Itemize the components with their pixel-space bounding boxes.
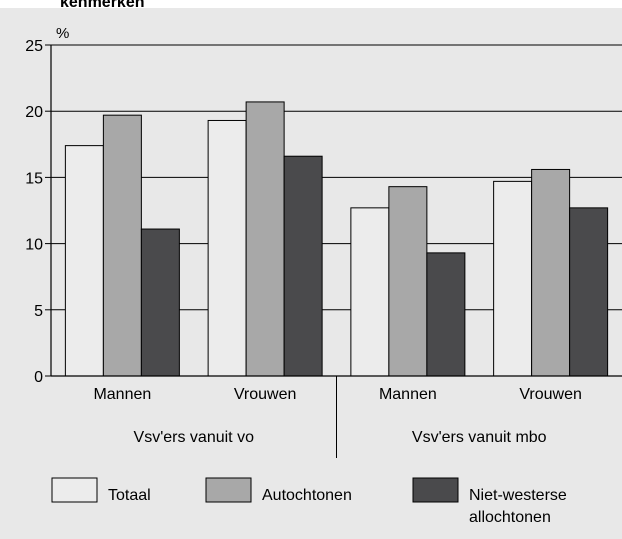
bar — [531, 168, 571, 377]
y-tick-label: 0 — [34, 369, 43, 386]
bar — [140, 228, 180, 377]
group-label: Vsv'ers vanuit vo — [134, 429, 255, 446]
y-tick-label: 15 — [25, 170, 43, 187]
legend-label: Totaal — [108, 487, 151, 504]
x-tick-label: Vrouwen — [519, 386, 582, 403]
y-axis-unit: % — [56, 25, 69, 42]
x-tick-label: Mannen — [379, 386, 437, 403]
bar — [102, 114, 142, 377]
legend-swatch — [205, 477, 252, 503]
bar — [388, 186, 428, 377]
legend-swatch — [412, 477, 459, 503]
legend-label: Autochtonen — [262, 487, 352, 504]
bar — [426, 252, 466, 377]
bar — [283, 155, 323, 377]
chart-title-fragment: kenmerken — [60, 0, 145, 11]
x-tick-label: Vrouwen — [234, 386, 297, 403]
legend-swatch — [51, 477, 98, 503]
bar — [350, 207, 390, 377]
bar — [207, 119, 247, 377]
bar — [245, 101, 285, 377]
bar — [64, 145, 104, 377]
y-tick-label: 5 — [34, 303, 43, 320]
y-tick-label: 20 — [25, 104, 43, 121]
bar — [493, 180, 533, 377]
y-tick-label: 10 — [25, 237, 43, 254]
y-tick-label: 25 — [25, 38, 43, 55]
group-label: Vsv'ers vanuit mbo — [412, 429, 547, 446]
bar — [569, 207, 609, 377]
legend-label: Niet-westerse — [469, 487, 567, 504]
legend-label: allochtonen — [469, 509, 551, 526]
x-tick-label: Mannen — [93, 386, 151, 403]
